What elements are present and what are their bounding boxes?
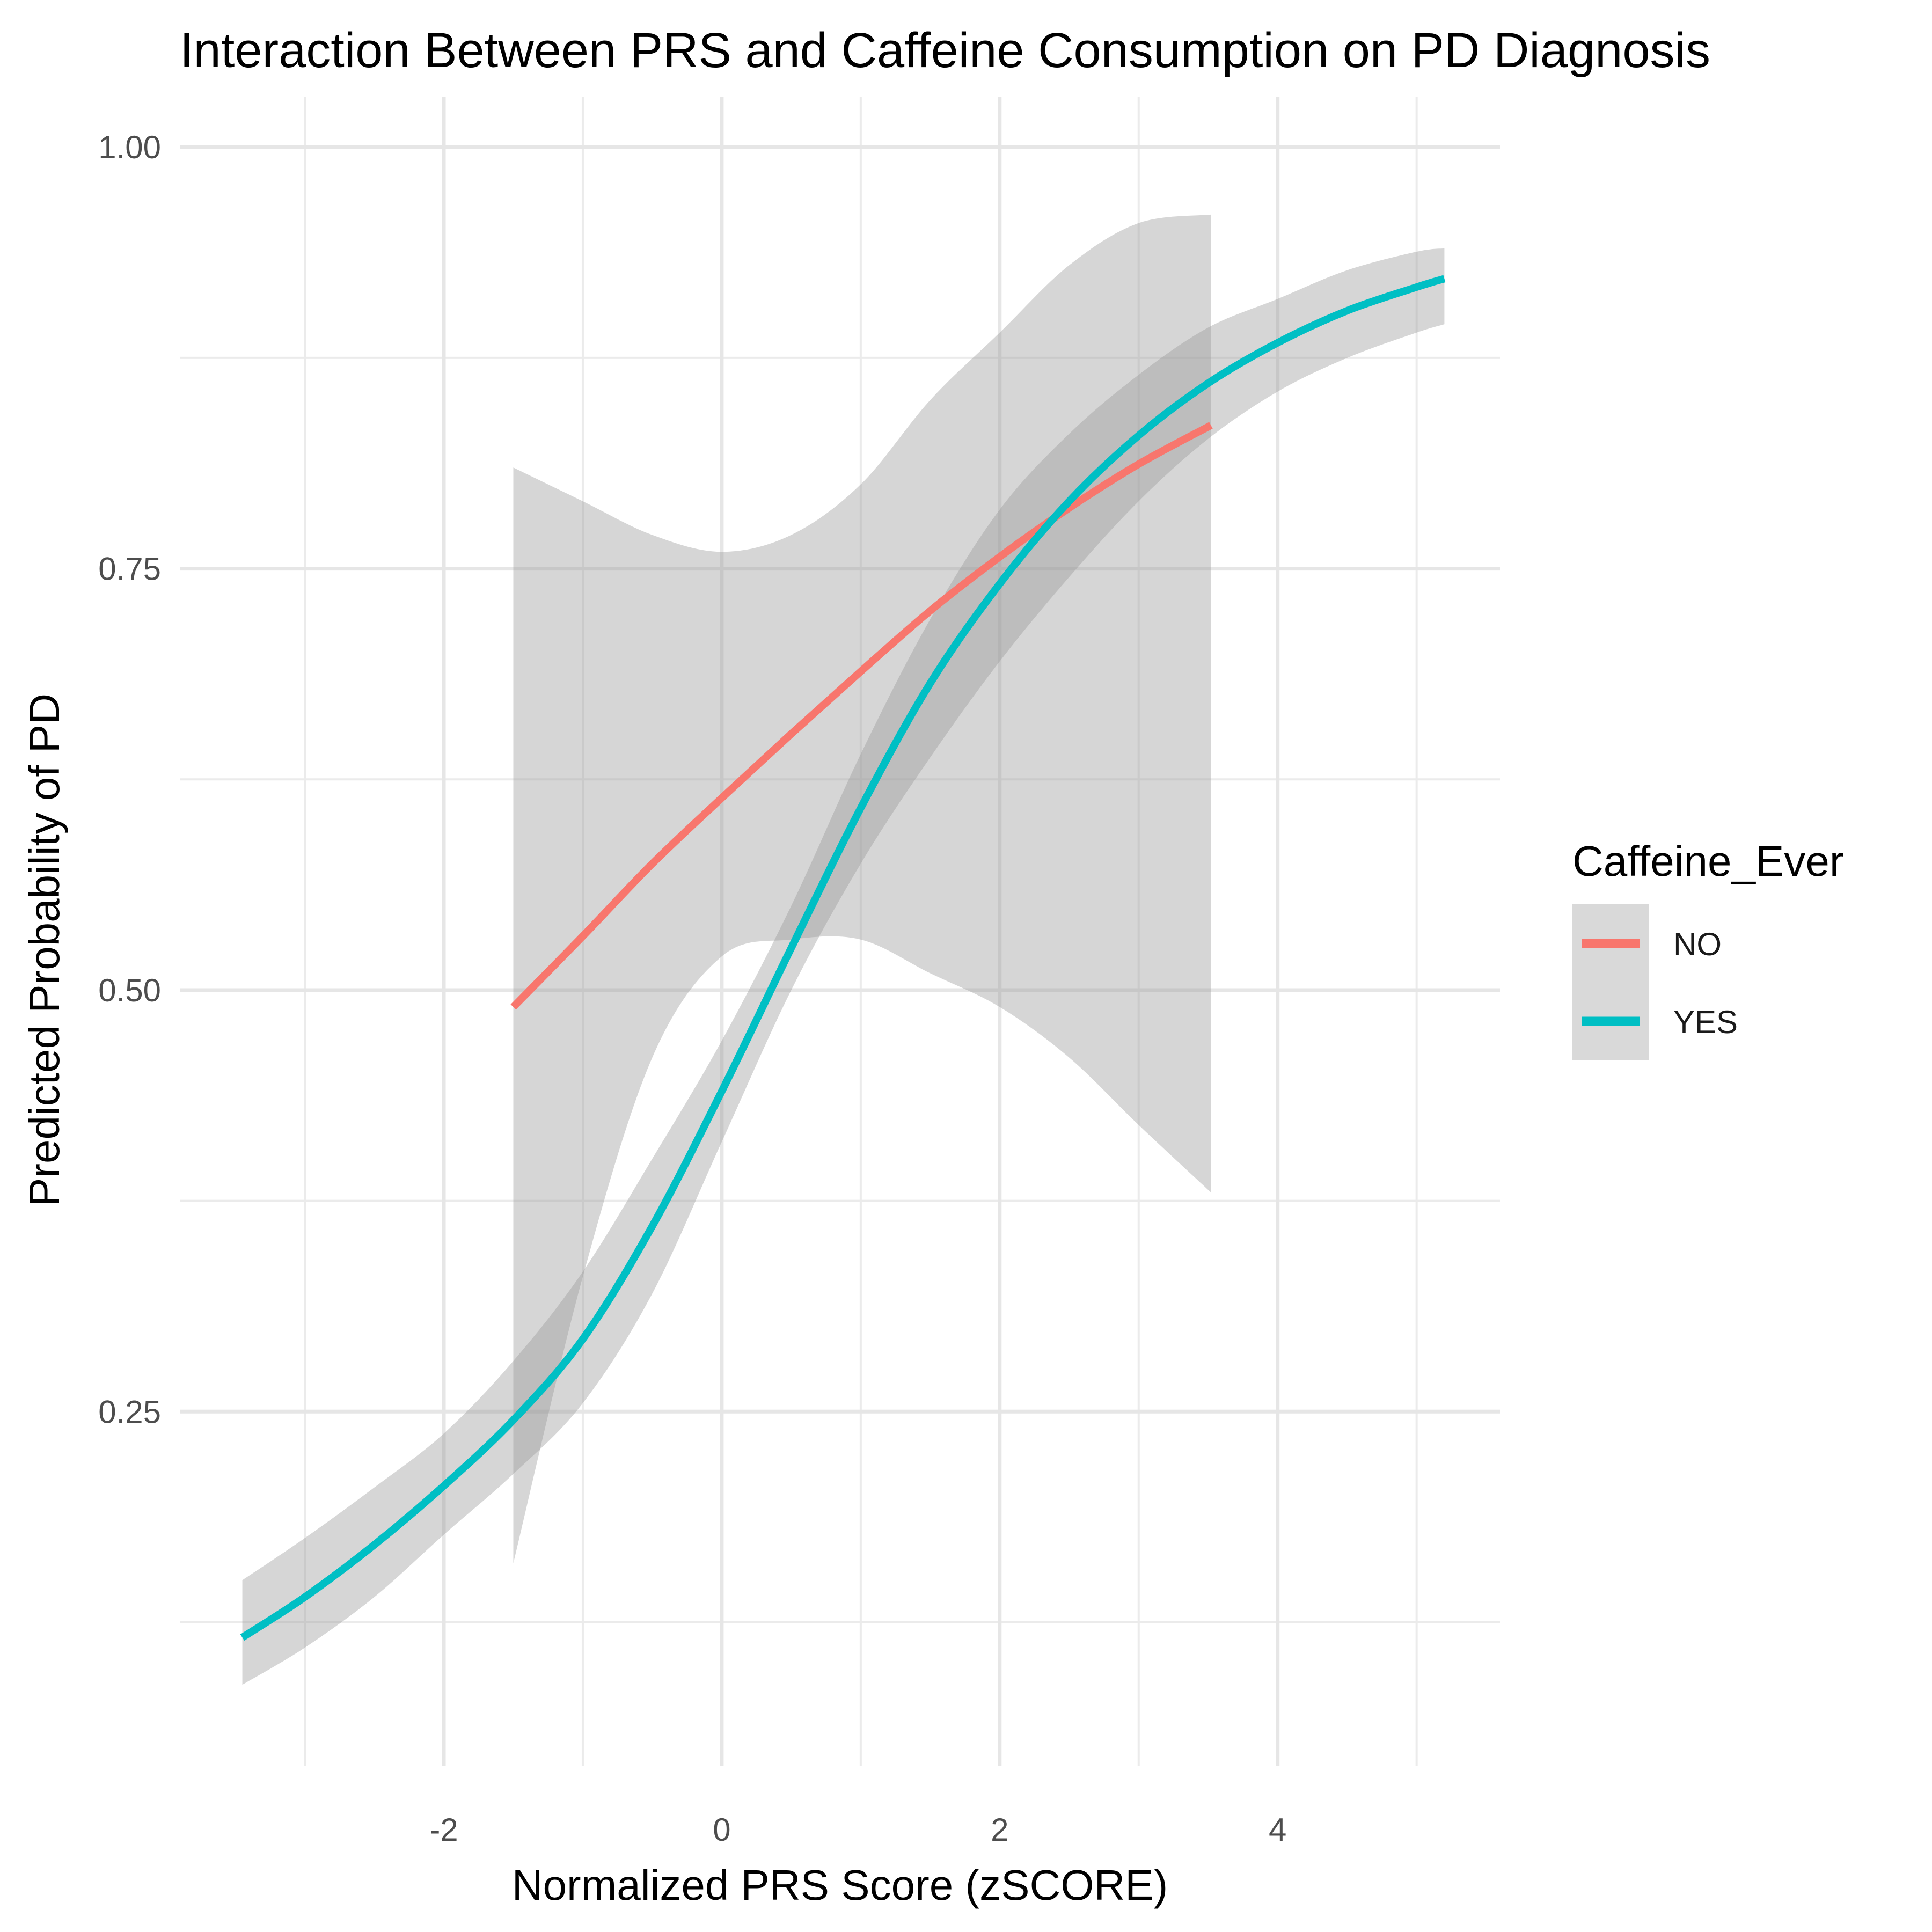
confidence-band-no <box>513 214 1211 1564</box>
confidence-band-yes <box>242 248 1445 1685</box>
x-tick-label: 4 <box>1269 1812 1286 1848</box>
y-tick-label: 0.50 <box>98 972 161 1008</box>
x-axis-label: Normalized PRS Score (zSCORE) <box>512 1861 1168 1909</box>
x-axis-tick-labels: -2 0 2 4 <box>429 1812 1286 1848</box>
x-tick-label: 2 <box>991 1812 1008 1848</box>
x-tick-label: 0 <box>713 1812 730 1848</box>
series-line-no <box>510 422 1213 1010</box>
x-tick-label: -2 <box>429 1812 458 1848</box>
series-lines <box>240 275 1446 1641</box>
confidence-bands <box>242 214 1445 1685</box>
legend-label-yes: YES <box>1673 1004 1738 1040</box>
y-tick-label: 0.25 <box>98 1394 161 1430</box>
legend-key-background <box>1572 904 1649 1060</box>
y-tick-label: 0.75 <box>98 551 161 587</box>
y-axis-label: Predicted Probability of PD <box>20 693 68 1206</box>
minor-gridlines <box>180 97 1500 1766</box>
y-tick-label: 1.00 <box>98 129 161 165</box>
legend: Caffeine_Ever NO YES <box>1572 837 1844 1060</box>
y-axis-tick-labels: 0.25 0.50 0.75 1.00 <box>98 129 161 1430</box>
series-line-yes <box>240 275 1446 1641</box>
chart-title: Interaction Between PRS and Caffeine Con… <box>180 23 1710 78</box>
legend-label-no: NO <box>1673 926 1722 962</box>
legend-title: Caffeine_Ever <box>1572 837 1844 885</box>
